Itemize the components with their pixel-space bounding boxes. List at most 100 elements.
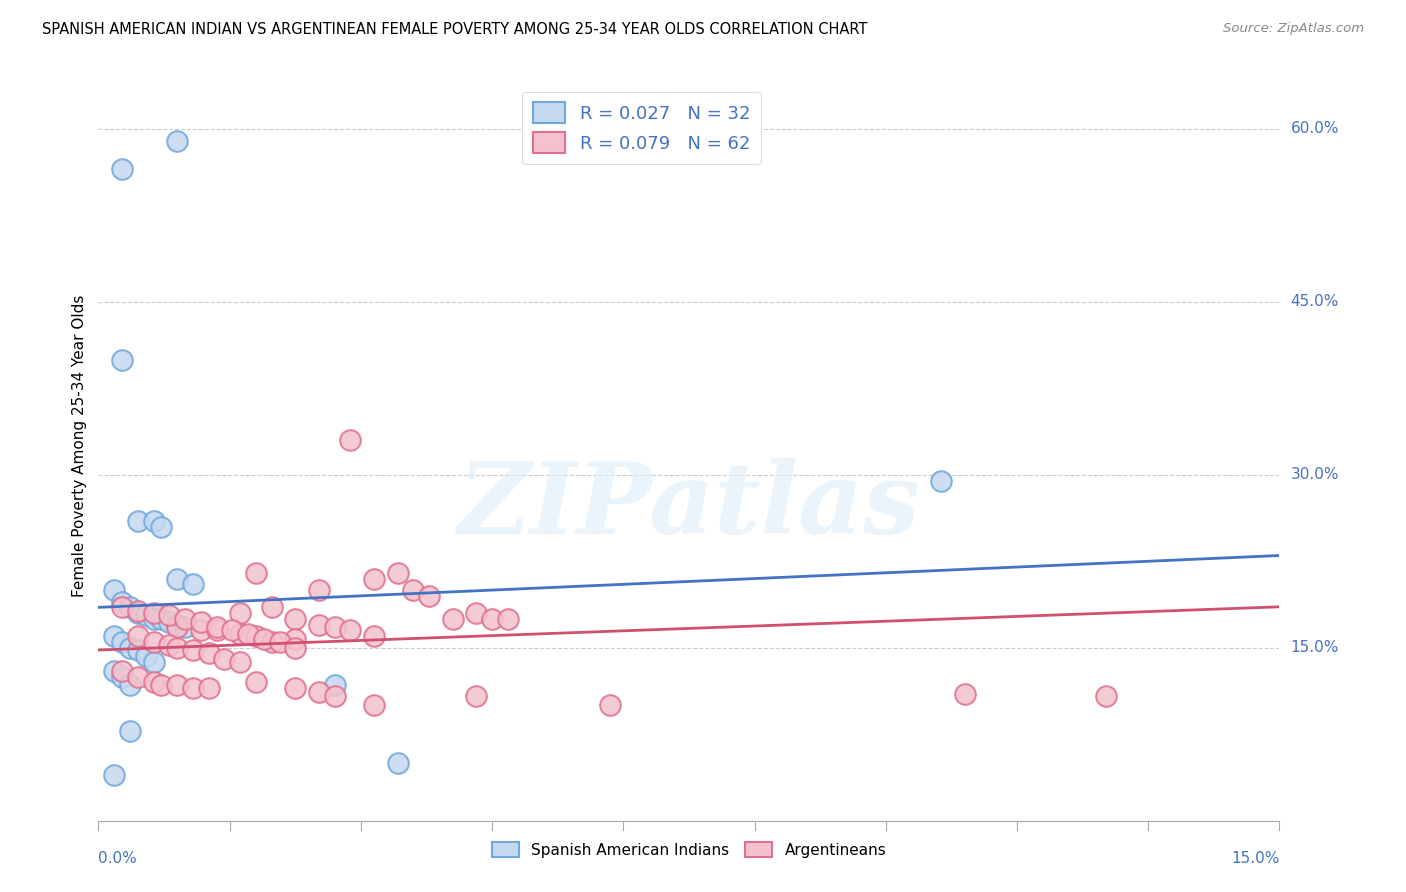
Point xyxy=(229,655,252,669)
Text: 30.0%: 30.0% xyxy=(1291,467,1339,483)
Point xyxy=(214,652,236,666)
Point xyxy=(103,629,125,643)
Point xyxy=(127,629,149,643)
Point xyxy=(308,684,330,698)
Point xyxy=(253,632,276,646)
Point xyxy=(418,589,440,603)
Y-axis label: Female Poverty Among 25-34 Year Olds: Female Poverty Among 25-34 Year Olds xyxy=(72,295,87,597)
Point xyxy=(166,134,188,148)
Point xyxy=(260,635,283,649)
Point xyxy=(465,606,488,620)
Point xyxy=(166,620,188,634)
Point xyxy=(363,698,385,713)
Point xyxy=(387,756,409,770)
Legend: Spanish American Indians, Argentineans: Spanish American Indians, Argentineans xyxy=(484,834,894,865)
Point xyxy=(142,635,165,649)
Point xyxy=(323,620,346,634)
Point xyxy=(127,606,149,620)
Point xyxy=(245,629,267,643)
Point xyxy=(339,624,361,638)
Point xyxy=(174,612,197,626)
Point xyxy=(142,655,165,669)
Point xyxy=(260,600,283,615)
Point xyxy=(118,678,141,692)
Point xyxy=(339,434,361,448)
Point xyxy=(245,566,267,580)
Point xyxy=(166,572,188,586)
Point xyxy=(221,624,243,638)
Text: 0.0%: 0.0% xyxy=(98,851,138,866)
Point xyxy=(103,583,125,598)
Point xyxy=(245,675,267,690)
Point xyxy=(103,664,125,678)
Point xyxy=(111,594,134,608)
Point xyxy=(142,675,165,690)
Point xyxy=(157,615,180,630)
Point xyxy=(181,577,204,591)
Point xyxy=(166,617,188,632)
Point xyxy=(142,612,165,626)
Text: 15.0%: 15.0% xyxy=(1232,851,1279,866)
Point xyxy=(166,678,188,692)
Point xyxy=(496,612,519,626)
Point xyxy=(181,681,204,695)
Point xyxy=(135,608,157,623)
Point xyxy=(111,600,134,615)
Point xyxy=(308,583,330,598)
Point xyxy=(157,639,180,653)
Text: SPANISH AMERICAN INDIAN VS ARGENTINEAN FEMALE POVERTY AMONG 25-34 YEAR OLDS CORR: SPANISH AMERICAN INDIAN VS ARGENTINEAN F… xyxy=(42,22,868,37)
Point xyxy=(269,635,291,649)
Point xyxy=(205,624,228,638)
Point xyxy=(118,640,141,655)
Point xyxy=(441,612,464,626)
Point xyxy=(150,519,173,533)
Point xyxy=(190,624,212,638)
Point xyxy=(284,681,307,695)
Point xyxy=(150,678,173,692)
Point xyxy=(229,627,252,641)
Point xyxy=(953,687,976,701)
Text: 45.0%: 45.0% xyxy=(1291,294,1339,310)
Point xyxy=(284,632,307,646)
Text: 15.0%: 15.0% xyxy=(1291,640,1339,656)
Point xyxy=(166,640,188,655)
Point xyxy=(197,681,219,695)
Point xyxy=(465,689,488,703)
Point xyxy=(127,669,149,683)
Point xyxy=(190,615,212,630)
Text: ZIPatlas: ZIPatlas xyxy=(458,458,920,554)
Point xyxy=(157,608,180,623)
Point xyxy=(363,629,385,643)
Point xyxy=(197,647,219,661)
Point xyxy=(150,612,173,626)
Point xyxy=(142,514,165,528)
Point xyxy=(111,352,134,367)
Point xyxy=(236,627,259,641)
Point xyxy=(181,643,204,657)
Point xyxy=(387,566,409,580)
Point xyxy=(174,620,197,634)
Point xyxy=(111,664,134,678)
Point xyxy=(323,689,346,703)
Point xyxy=(142,606,165,620)
Point xyxy=(284,612,307,626)
Point xyxy=(111,669,134,683)
Point xyxy=(111,162,134,177)
Point xyxy=(363,572,385,586)
Point xyxy=(323,678,346,692)
Point xyxy=(284,640,307,655)
Point xyxy=(481,612,503,626)
Point xyxy=(127,604,149,618)
Point xyxy=(1095,689,1118,703)
Point xyxy=(599,698,621,713)
Point xyxy=(118,723,141,738)
Point xyxy=(118,600,141,615)
Point xyxy=(308,617,330,632)
Point xyxy=(205,620,228,634)
Point xyxy=(103,767,125,781)
Point xyxy=(929,474,952,488)
Point xyxy=(111,635,134,649)
Point xyxy=(127,643,149,657)
Point xyxy=(402,583,425,598)
Text: Source: ZipAtlas.com: Source: ZipAtlas.com xyxy=(1223,22,1364,36)
